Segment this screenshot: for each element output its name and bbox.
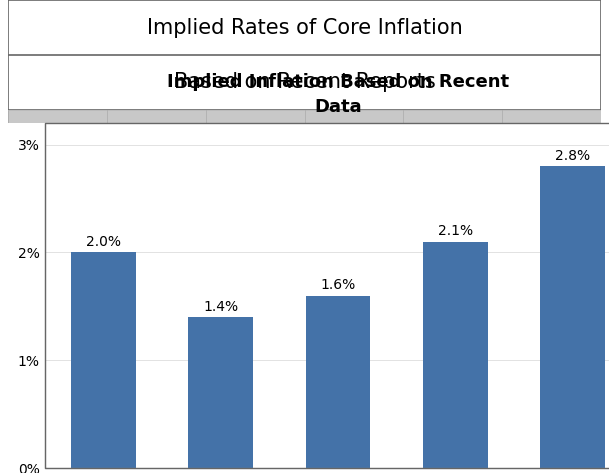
- Text: 2.8%: 2.8%: [555, 149, 590, 163]
- Bar: [540, 166, 605, 468]
- Title: Implied Inflation Based on Recent
Data: Implied Inflation Based on Recent Data: [167, 73, 509, 116]
- Bar: [423, 242, 488, 468]
- Bar: [306, 296, 370, 468]
- Text: Based on Recent Reports: Based on Recent Reports: [174, 72, 435, 93]
- Text: 1.4%: 1.4%: [203, 300, 238, 314]
- Text: 1.6%: 1.6%: [320, 279, 356, 292]
- Text: 2.0%: 2.0%: [86, 235, 121, 249]
- Bar: [188, 317, 253, 468]
- Bar: [71, 253, 136, 468]
- Text: Implied Rates of Core Inflation: Implied Rates of Core Inflation: [147, 18, 462, 37]
- Text: 2.1%: 2.1%: [438, 225, 473, 238]
